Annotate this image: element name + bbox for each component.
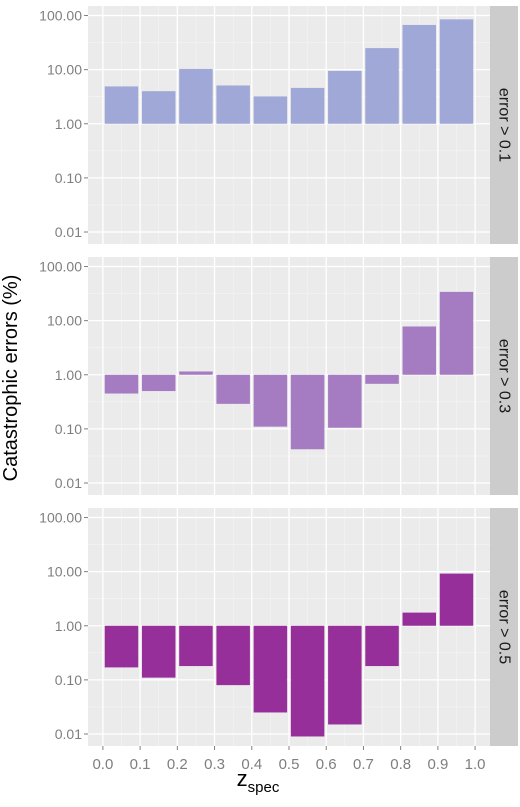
x-tick-label: 0.7 bbox=[353, 756, 374, 773]
x-tick-label: 0.3 bbox=[204, 756, 225, 773]
y-tick-label: 0.10 bbox=[55, 672, 82, 688]
x-tick-label: 0.2 bbox=[167, 756, 188, 773]
bar-1-3 bbox=[179, 68, 213, 124]
x-axis-title-subscript: spec bbox=[248, 779, 280, 796]
bar-3-8 bbox=[365, 625, 399, 667]
y-tick-label: 10.00 bbox=[47, 62, 82, 78]
facet-label: error > 0.3 bbox=[496, 339, 513, 413]
x-tick-label: 0.9 bbox=[427, 756, 448, 773]
x-tick-label: 0.1 bbox=[130, 756, 151, 773]
bar-1-6 bbox=[290, 87, 325, 124]
bar-3-2 bbox=[141, 625, 176, 678]
y-tick-label: 1.00 bbox=[55, 618, 82, 634]
bar-1-10 bbox=[439, 19, 474, 124]
bar-2-10 bbox=[439, 291, 474, 375]
bar-2-6 bbox=[290, 374, 325, 450]
bar-2-9 bbox=[402, 326, 437, 375]
bar-2-8 bbox=[365, 374, 399, 384]
y-tick-label: 0.01 bbox=[55, 224, 82, 240]
bar-2-1 bbox=[104, 374, 139, 394]
y-tick-label: 100.00 bbox=[39, 259, 82, 275]
bar-3-9 bbox=[402, 612, 437, 626]
x-tick-label: 1.0 bbox=[465, 756, 486, 773]
bar-1-7 bbox=[328, 70, 362, 124]
bar-3-3 bbox=[179, 625, 213, 667]
y-tick-label: 0.10 bbox=[55, 170, 82, 186]
y-axis-title: Catastrophic errors (%) bbox=[0, 275, 22, 482]
y-tick-label: 0.10 bbox=[55, 421, 82, 437]
bar-3-6 bbox=[290, 625, 325, 737]
facet-strip bbox=[490, 257, 518, 495]
bar-3-10 bbox=[439, 573, 474, 626]
x-tick-label: 0.4 bbox=[241, 756, 262, 773]
x-tick-label: 0.8 bbox=[390, 756, 411, 773]
bar-1-8 bbox=[365, 48, 399, 124]
x-tick-label: 0.0 bbox=[92, 756, 113, 773]
bar-1-2 bbox=[141, 91, 176, 124]
bar-2-2 bbox=[141, 374, 176, 392]
bar-2-7 bbox=[328, 374, 362, 428]
bar-2-4 bbox=[216, 374, 250, 404]
bar-3-5 bbox=[253, 625, 288, 713]
bar-1-5 bbox=[253, 96, 288, 124]
bar-2-3 bbox=[179, 371, 213, 375]
bar-1-1 bbox=[104, 86, 139, 124]
bar-2-5 bbox=[253, 374, 288, 427]
y-tick-label: 0.01 bbox=[55, 475, 82, 491]
y-tick-label: 10.00 bbox=[47, 564, 82, 580]
bar-1-9 bbox=[402, 24, 437, 124]
facet-strip bbox=[490, 6, 518, 244]
facet-strip bbox=[490, 508, 518, 746]
x-axis-title-main: z bbox=[237, 766, 248, 791]
facet-label: error > 0.1 bbox=[496, 88, 513, 162]
x-tick-label: 0.5 bbox=[279, 756, 300, 773]
facet-label: error > 0.5 bbox=[496, 590, 513, 664]
y-tick-label: 10.00 bbox=[47, 313, 82, 329]
bar-3-1 bbox=[104, 625, 139, 668]
y-tick-label: 1.00 bbox=[55, 116, 82, 132]
y-tick-label: 100.00 bbox=[39, 8, 82, 24]
bar-3-4 bbox=[216, 625, 250, 686]
y-tick-label: 100.00 bbox=[39, 510, 82, 526]
y-tick-label: 0.01 bbox=[55, 726, 82, 742]
bar-1-4 bbox=[216, 85, 250, 124]
x-tick-label: 0.6 bbox=[316, 756, 337, 773]
x-axis-title: zspec bbox=[237, 766, 280, 796]
y-tick-label: 1.00 bbox=[55, 367, 82, 383]
bar-3-7 bbox=[328, 625, 362, 725]
